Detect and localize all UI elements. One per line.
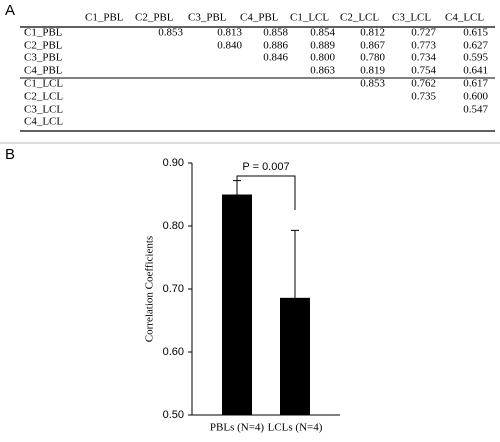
y-tick-label: 0.80 bbox=[163, 220, 184, 232]
cell: 0.863 bbox=[310, 65, 335, 77]
cell: 0.854 bbox=[310, 27, 335, 39]
cell: 0.617 bbox=[463, 78, 488, 90]
cell: 0.762 bbox=[411, 78, 436, 90]
error-bar bbox=[233, 180, 241, 195]
x-tick-label: LCLs (N=4) bbox=[268, 422, 323, 434]
row-label: C1_PBL bbox=[24, 27, 63, 39]
cell: 0.889 bbox=[310, 40, 335, 52]
y-tick-label: 0.90 bbox=[163, 157, 184, 169]
row-label: C3_LCL bbox=[24, 104, 63, 116]
cell: 0.735 bbox=[411, 91, 436, 103]
cell: 0.627 bbox=[463, 40, 488, 52]
cell: 0.600 bbox=[463, 91, 488, 103]
column-header: C4_LCL bbox=[445, 12, 484, 24]
bar bbox=[280, 297, 310, 415]
annotation: P = 0.007 bbox=[242, 161, 289, 173]
cell: 0.727 bbox=[411, 27, 436, 39]
row-label: C2_PBL bbox=[24, 40, 63, 52]
row-label: C1_LCL bbox=[24, 78, 63, 90]
column-header: C2_LCL bbox=[340, 12, 379, 24]
cell: 0.840 bbox=[217, 40, 242, 52]
bar bbox=[222, 194, 252, 415]
column-header: C1_LCL bbox=[290, 12, 329, 24]
y-axis-label: Correlation Coefficients bbox=[144, 236, 156, 342]
row-label: C4_PBL bbox=[24, 65, 63, 77]
column-header: C1_PBL bbox=[85, 12, 124, 24]
cell: 0.853 bbox=[360, 78, 385, 90]
column-header: C2_PBL bbox=[135, 12, 174, 24]
cell: 0.734 bbox=[411, 52, 436, 64]
cell: 0.800 bbox=[310, 52, 335, 64]
column-header: C3_LCL bbox=[392, 12, 431, 24]
y-tick-label: 0.70 bbox=[163, 283, 184, 295]
cell: 0.858 bbox=[263, 27, 288, 39]
cell: 0.595 bbox=[463, 52, 488, 64]
cell: 0.846 bbox=[263, 52, 288, 64]
cell: 0.853 bbox=[158, 27, 183, 39]
cell: 0.641 bbox=[463, 65, 488, 77]
significance-bracket bbox=[236, 175, 296, 210]
cell: 0.886 bbox=[263, 40, 288, 52]
cell: 0.754 bbox=[411, 65, 436, 77]
x-tick-label: PBLs (N=4) bbox=[210, 422, 265, 434]
y-tick-label: 0.60 bbox=[163, 346, 184, 358]
cell: 0.812 bbox=[360, 27, 385, 39]
cell: 0.547 bbox=[463, 104, 488, 116]
cell: 0.773 bbox=[411, 40, 436, 52]
column-header: C3_PBL bbox=[188, 12, 227, 24]
panel-label: A bbox=[5, 2, 15, 19]
column-header: C4_PBL bbox=[240, 12, 279, 24]
cell: 0.780 bbox=[360, 52, 385, 64]
row-label: C3_PBL bbox=[24, 52, 63, 64]
y-tick-label: 0.50 bbox=[163, 409, 184, 421]
panel-label: B bbox=[5, 146, 15, 163]
cell: 0.819 bbox=[360, 65, 385, 77]
cell: 0.867 bbox=[360, 40, 385, 52]
row-label: C2_LCL bbox=[24, 91, 63, 103]
row-label: C4_LCL bbox=[24, 116, 63, 128]
cell: 0.813 bbox=[217, 27, 242, 39]
cell: 0.615 bbox=[463, 27, 488, 39]
error-bar bbox=[291, 229, 299, 298]
